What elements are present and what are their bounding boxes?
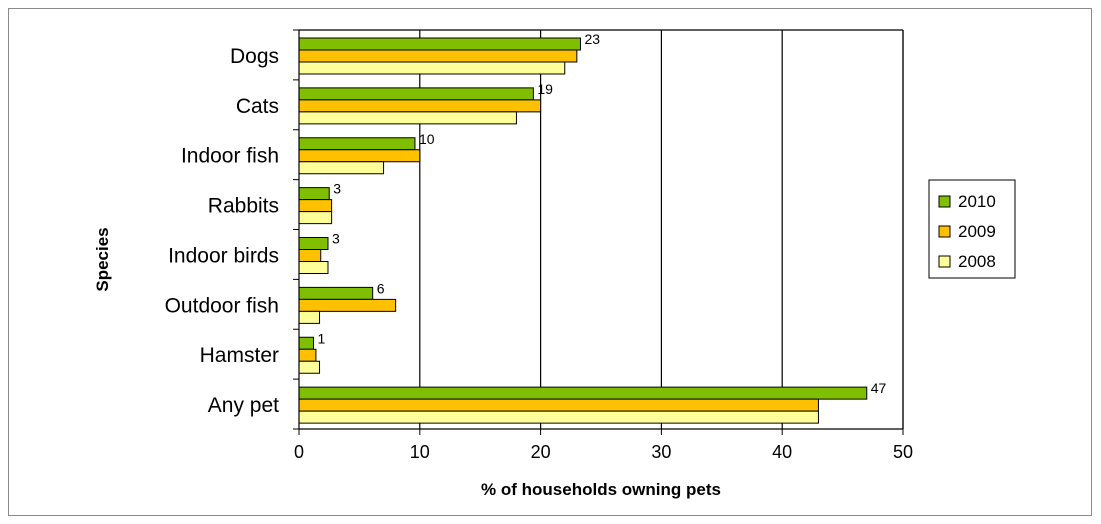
legend-label-2010: 2010 [958, 192, 996, 211]
bar-2008-outdoor-fish [298, 310, 321, 324]
axes [293, 29, 904, 435]
bar-2009-indoor-fish [298, 149, 421, 163]
data-label: 47 [871, 380, 887, 396]
bar-2010-indoor-birds [298, 237, 329, 250]
data-label: 3 [333, 181, 341, 197]
category-label: Hamster [200, 344, 279, 367]
bar-chart: Dogs Cats Indoor fish Rabbits Indoor birds Ou… [93, 29, 1016, 499]
x-tick-label: 20 [531, 442, 551, 462]
category-label: Cats [236, 95, 279, 118]
bar-2010-dogs [298, 37, 581, 51]
bar-2010-indoor-fish [298, 137, 416, 151]
bar-2010-outdoor-fish [298, 286, 374, 300]
legend-label-2009: 2009 [958, 222, 996, 241]
bar-2009-indoor-birds [298, 249, 322, 262]
bar-2009-rabbits [298, 199, 333, 213]
bar-2010-rabbits [298, 187, 330, 201]
bar-2008-hamster [298, 360, 321, 374]
bar-2009-dogs [298, 49, 578, 63]
bar-2010-any-pet [298, 386, 868, 400]
category-label: Dogs [230, 45, 279, 68]
bar-2009-hamster [298, 348, 317, 362]
x-axis-title: % of households owning pets [481, 480, 721, 499]
x-tick-label: 50 [893, 442, 913, 462]
bar-2008-dogs [298, 61, 566, 75]
data-label: 6 [377, 280, 385, 296]
bar-2008-any-pet [298, 410, 819, 424]
x-tick-labels: 0 10 20 30 40 50 [294, 442, 913, 462]
category-label: Rabbits [208, 195, 279, 218]
bar-2008-indoor-birds [298, 261, 329, 274]
data-label: 10 [419, 131, 435, 147]
category-labels: Dogs Cats Indoor fish Rabbits Indoor birds Ou… [165, 45, 280, 417]
bar-2009-outdoor-fish [298, 298, 397, 312]
bar-2008-cats [298, 111, 517, 125]
legend: 2010 2009 2008 [928, 179, 1016, 279]
category-label: Indoor birds [168, 244, 279, 267]
x-tick-label: 10 [410, 442, 430, 462]
legend-swatch-2009 [938, 225, 951, 238]
legend-swatch-2008 [938, 255, 951, 268]
data-label: 3 [332, 231, 340, 247]
bars [298, 37, 868, 424]
data-label: 23 [584, 31, 600, 47]
bar-2008-rabbits [298, 211, 333, 225]
data-label: 1 [317, 330, 325, 346]
data-label: 19 [537, 81, 553, 97]
bar-2010-cats [298, 87, 534, 101]
legend-label-2008: 2008 [958, 252, 996, 271]
category-label: Outdoor fish [165, 294, 279, 317]
x-tick-label: 30 [651, 442, 671, 462]
chart-frame: Dogs Cats Indoor fish Rabbits Indoor birds Ou… [8, 8, 1092, 516]
y-axis-title: Species [93, 227, 112, 291]
x-tick-label: 40 [772, 442, 792, 462]
bar-2009-cats [298, 99, 542, 113]
category-label: Any pet [208, 394, 279, 417]
category-label: Indoor fish [181, 145, 279, 168]
legend-swatch-2010 [938, 195, 951, 208]
bar-2009-any-pet [298, 398, 819, 412]
x-tick-label: 0 [294, 442, 304, 462]
bar-2010-hamster [298, 336, 314, 350]
bar-2008-indoor-fish [298, 161, 385, 175]
data-labels: 23 19 10 3 3 6 1 47 [317, 31, 886, 396]
